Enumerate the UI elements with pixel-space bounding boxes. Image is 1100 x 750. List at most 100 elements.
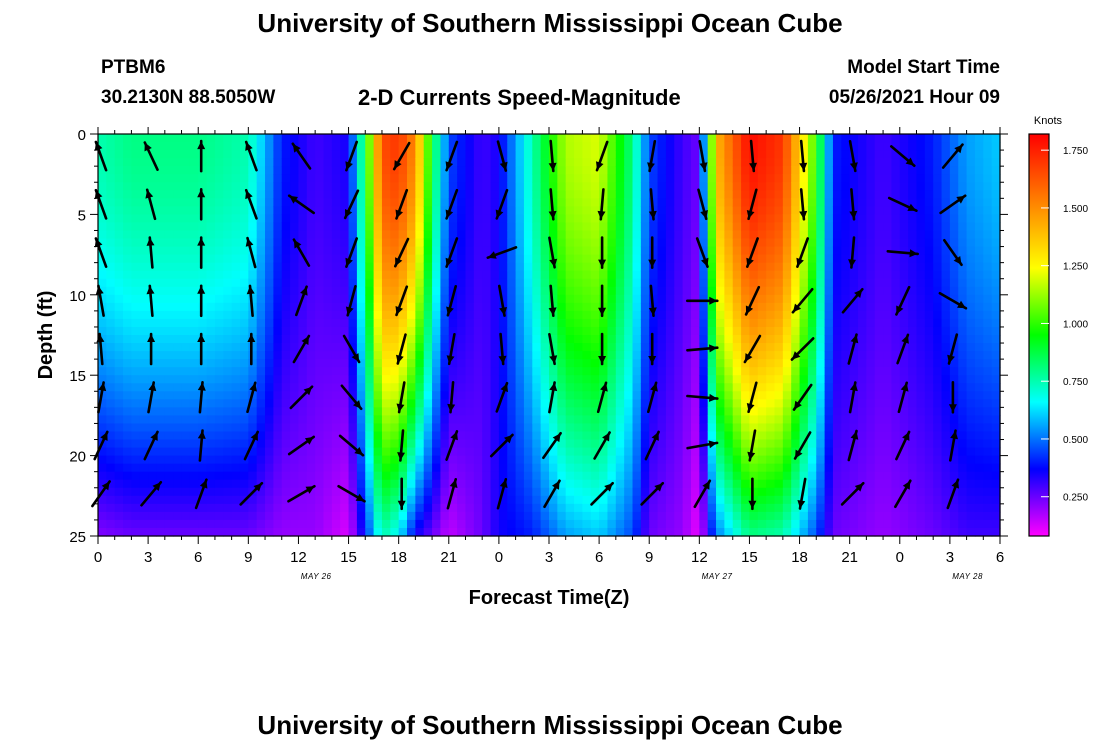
heatmap-cell: [164, 375, 174, 384]
heatmap-cell: [799, 270, 809, 280]
heatmap-cell: [924, 294, 934, 304]
heatmap-cell: [908, 375, 918, 384]
heatmap-cell: [774, 174, 784, 183]
heatmap-cell: [657, 278, 667, 288]
heatmap-cell: [473, 527, 483, 537]
heatmap-cell: [473, 190, 483, 199]
heatmap-cell: [858, 527, 867, 537]
heatmap-cell: [532, 359, 542, 368]
heatmap-cell: [599, 270, 609, 280]
heatmap-cell: [557, 222, 567, 232]
heatmap-cell: [924, 278, 934, 288]
heatmap-cell: [189, 471, 199, 481]
heatmap-cell: [457, 190, 467, 199]
heatmap-cell: [457, 463, 467, 473]
heatmap-cell: [315, 423, 325, 433]
heatmap-cell: [665, 431, 675, 441]
heatmap-cell: [148, 326, 158, 336]
heatmap-cell: [832, 487, 842, 497]
heatmap-cell: [532, 487, 542, 497]
heatmap-cell: [440, 335, 450, 344]
heatmap-cell: [156, 222, 166, 232]
heatmap-cell: [523, 318, 533, 328]
heatmap-cell: [440, 431, 450, 441]
heatmap-cell: [724, 511, 734, 521]
heatmap-cell: [340, 286, 350, 296]
heatmap-cell: [565, 367, 575, 376]
heatmap-cell: [281, 439, 291, 449]
heatmap-cell: [114, 519, 124, 529]
heatmap-cell: [189, 158, 199, 167]
heatmap-cell: [774, 407, 784, 416]
heatmap-cell: [298, 238, 308, 248]
heatmap-cell: [315, 439, 325, 449]
heatmap-cell: [574, 479, 584, 489]
heatmap-cell: [198, 447, 208, 457]
heatmap-cell: [373, 399, 383, 408]
heatmap-cell: [899, 222, 909, 232]
heatmap-cell: [356, 230, 366, 240]
heatmap-cell: [749, 527, 759, 537]
heatmap-cell: [281, 479, 291, 489]
heatmap-cell: [206, 222, 216, 232]
heatmap-cell: [674, 254, 684, 264]
heatmap-cell: [674, 431, 684, 441]
heatmap-cell: [490, 262, 500, 272]
heatmap-cell: [482, 423, 492, 433]
heatmap-cell: [607, 527, 617, 537]
heatmap-cell: [98, 270, 107, 280]
heatmap-cell: [457, 511, 467, 521]
heatmap-cell: [824, 343, 834, 352]
heatmap-cell: [373, 511, 383, 521]
heatmap-cell: [791, 503, 801, 513]
heatmap-cell: [599, 134, 609, 143]
heatmap-cell: [607, 142, 617, 151]
heatmap-cell: [390, 254, 400, 264]
heatmap-cell: [198, 351, 208, 360]
heatmap-cell: [156, 318, 166, 328]
heatmap-cell: [707, 238, 717, 248]
heatmap-cell: [298, 198, 308, 207]
heatmap-cell: [883, 359, 893, 368]
heatmap-cell: [732, 399, 742, 408]
heatmap-cell: [849, 415, 859, 425]
heatmap-cell: [265, 166, 274, 175]
heatmap-cell: [239, 326, 249, 336]
heatmap-cell: [916, 439, 926, 449]
heatmap-cell: [574, 367, 584, 376]
heatmap-cell: [123, 351, 133, 360]
heatmap-cell: [306, 503, 316, 513]
heatmap-cell: [757, 182, 767, 191]
heatmap-cell: [599, 230, 609, 240]
heatmap-cell: [290, 423, 300, 433]
heatmap-cell: [415, 206, 425, 215]
heatmap-cell: [281, 391, 291, 400]
heatmap-cell: [223, 326, 233, 336]
heatmap-cell: [874, 238, 884, 248]
heatmap-cell: [265, 423, 274, 433]
heatmap-cell: [682, 439, 692, 449]
heatmap-cell: [231, 495, 241, 505]
heatmap-cell: [716, 495, 725, 505]
heatmap-cell: [407, 190, 416, 199]
heatmap-cell: [206, 479, 216, 489]
heatmap-cell: [924, 335, 934, 344]
heatmap-cell: [315, 206, 325, 215]
heatmap-cell: [340, 519, 350, 529]
heatmap-cell: [924, 415, 934, 425]
heatmap-cell: [432, 351, 442, 360]
heatmap-cell: [348, 519, 358, 529]
heatmap-cell: [331, 527, 341, 537]
heatmap-cell: [582, 495, 592, 505]
heatmap-cell: [373, 262, 383, 272]
heatmap-cell: [757, 399, 767, 408]
heatmap-cell: [123, 302, 133, 312]
heatmap-cell: [649, 455, 659, 465]
heatmap-cell: [832, 503, 842, 513]
heatmap-cell: [381, 455, 391, 465]
heatmap-cell: [816, 391, 826, 400]
heatmap-cell: [407, 222, 416, 232]
heatmap-cell: [557, 262, 567, 272]
heatmap-cell: [164, 294, 174, 304]
heatmap-cell: [807, 166, 817, 175]
